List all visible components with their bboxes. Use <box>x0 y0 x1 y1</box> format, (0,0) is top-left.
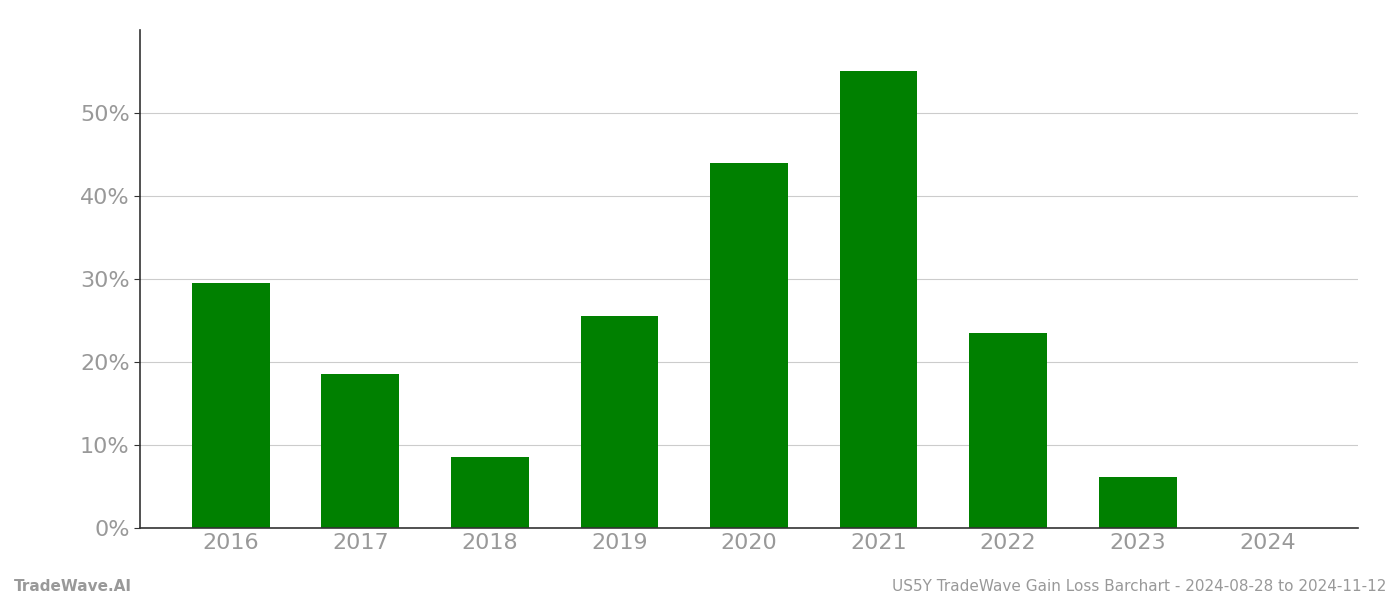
Bar <box>1099 476 1176 528</box>
Bar <box>710 163 788 528</box>
Text: US5Y TradeWave Gain Loss Barchart - 2024-08-28 to 2024-11-12: US5Y TradeWave Gain Loss Barchart - 2024… <box>892 579 1386 594</box>
Bar <box>451 457 529 528</box>
Bar <box>969 333 1047 528</box>
Bar <box>192 283 270 528</box>
Bar <box>581 316 658 528</box>
Bar <box>840 71 917 528</box>
Bar <box>322 374 399 528</box>
Text: TradeWave.AI: TradeWave.AI <box>14 579 132 594</box>
